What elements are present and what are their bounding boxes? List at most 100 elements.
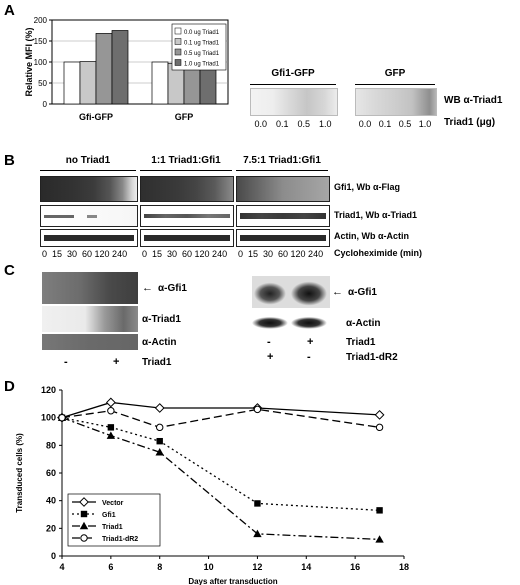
point <box>254 500 261 507</box>
blot-c-right-treatment1: Triad1 <box>346 337 376 348</box>
amount-label: 0.0 <box>358 119 372 129</box>
amount-label: 0.0 <box>254 119 267 129</box>
blot-a-gfp-lanes <box>355 88 437 116</box>
blot-b-group2-label: 1:1 Triad1:Gfi1 <box>151 155 221 166</box>
legend-label: Vector <box>102 500 124 507</box>
point <box>105 397 116 408</box>
panel-d-letter: D <box>4 378 15 395</box>
y-tick-label: 80 <box>46 440 56 450</box>
point <box>253 529 262 538</box>
x-category-label: Gfi-GFP <box>79 112 113 122</box>
y-axis-label: Transduced cells (%) <box>15 433 24 513</box>
y-tick-label: 100 <box>34 58 48 67</box>
y-tick-label: 0 <box>43 100 48 109</box>
y-tick-label: 0 <box>51 551 56 561</box>
blot-a-group2-line <box>355 84 435 85</box>
blot-c-left-triad1-label: α-Triad1 <box>142 314 181 325</box>
point <box>80 534 88 542</box>
blot-c-right-minus1: - <box>267 336 271 348</box>
point <box>154 403 165 413</box>
blot-c-right-minus2: - <box>307 351 311 363</box>
point <box>253 405 262 414</box>
amount-label: 0.5 <box>398 119 412 129</box>
legend-label: Triad1 <box>102 524 123 531</box>
blot-b-gfi1-7to1 <box>236 176 330 202</box>
legend-label: 0.5 ug Triad1 <box>184 51 220 57</box>
blot-c-left-gfi1-arrow: ← <box>142 282 153 294</box>
blot-c-right-actin-label: α-Actin <box>346 318 381 329</box>
legend-label: 0.1 ug Triad1 <box>184 41 220 47</box>
y-tick-label: 120 <box>41 385 56 395</box>
x-tick-label: 14 <box>301 562 311 572</box>
blot-c-left-gfi1 <box>42 272 138 304</box>
blot-b-time-label: Cycloheximide (min) <box>334 248 423 258</box>
y-tick-label: 200 <box>34 16 48 25</box>
bar <box>199 67 217 105</box>
blot-c-right-gfi1-label: α-Gfi1 <box>348 287 377 298</box>
blot-b-group3-line <box>236 170 328 171</box>
x-tick-label: 4 <box>59 562 64 572</box>
point <box>80 510 88 518</box>
blot-b-group1-label: no Triad1 <box>65 155 111 166</box>
amount-label: 1.0 <box>418 119 432 129</box>
blot-c-right-actin <box>252 313 330 331</box>
blot-c-left-actin-label: α-Actin <box>142 337 177 348</box>
blot-a-amount-label: Triad1 (μg) <box>444 117 496 128</box>
y-tick-label: 60 <box>46 468 56 478</box>
blot-b-actin-1to1 <box>140 229 234 247</box>
point <box>376 507 383 514</box>
bar <box>111 30 129 105</box>
point <box>156 423 164 432</box>
blot-b-actin-7to1 <box>236 229 330 247</box>
blot-a-group1-line <box>250 84 336 85</box>
blot-c-left-triad1 <box>42 306 138 332</box>
y-tick-label: 50 <box>38 79 47 88</box>
blot-b-gfi1-no-triad1 <box>40 176 138 202</box>
blot-b-actin-no-triad1 <box>40 229 138 247</box>
point <box>155 448 164 456</box>
blot-b-triad1-no-triad1 <box>40 205 138 227</box>
point <box>374 409 385 420</box>
x-tick-label: 12 <box>252 562 262 572</box>
point <box>106 431 116 439</box>
blot-a-wb-label: WB α-Triad1 <box>444 95 503 106</box>
point <box>375 423 384 432</box>
bar <box>95 33 113 105</box>
blot-c-right-plus2: + <box>267 351 274 363</box>
blot-c-left-treatment: Triad1 <box>142 357 172 368</box>
y-axis-label: Relative MFI (%) <box>24 27 34 96</box>
point <box>58 413 66 422</box>
legend-label: Gfi1 <box>102 512 116 519</box>
amount-label: 0.5 <box>297 119 310 129</box>
panel-a-letter: A <box>4 2 15 19</box>
blot-a-amounts-group1: 0.0 0.1 0.5 1.0 <box>250 119 336 129</box>
panel-b-letter: B <box>4 152 15 169</box>
point <box>156 437 163 445</box>
blot-b-row3-label: Actin, Wb α-Actin <box>334 231 410 241</box>
x-tick-label: 10 <box>204 562 214 572</box>
amount-label: 0.1 <box>378 119 392 129</box>
bar <box>183 64 201 105</box>
blot-c-left-gfi1-label: α-Gfi1 <box>158 283 187 294</box>
x-tick-label: 6 <box>108 562 113 572</box>
blot-c-left-actin <box>42 334 138 350</box>
point <box>79 497 89 507</box>
blot-b-gfi1-1to1 <box>140 176 234 202</box>
blot-b-triad1-1to1 <box>140 205 234 227</box>
blot-a-gfi1-gfp-lanes <box>250 88 338 116</box>
point <box>375 535 384 543</box>
bar <box>151 61 169 105</box>
x-tick-label: 16 <box>350 562 360 572</box>
blot-b-row2-label: Triad1, Wb α-Triad1 <box>334 210 418 220</box>
blot-b-timepoints-2: 0 15 30 60 120 240 <box>142 249 228 259</box>
x-tick-label: 18 <box>399 562 409 572</box>
legend-swatch <box>174 48 182 56</box>
legend-swatch <box>174 38 182 45</box>
point <box>107 424 115 431</box>
bar <box>63 61 81 105</box>
blot-b-triad1-7to1 <box>236 205 330 227</box>
blot-b-group2-line <box>140 170 232 171</box>
blot-b-timepoints-1: 0 15 30 60 120 240 <box>42 249 128 259</box>
x-tick-label: 8 <box>157 562 162 572</box>
x-category-label: GFP <box>175 112 194 122</box>
